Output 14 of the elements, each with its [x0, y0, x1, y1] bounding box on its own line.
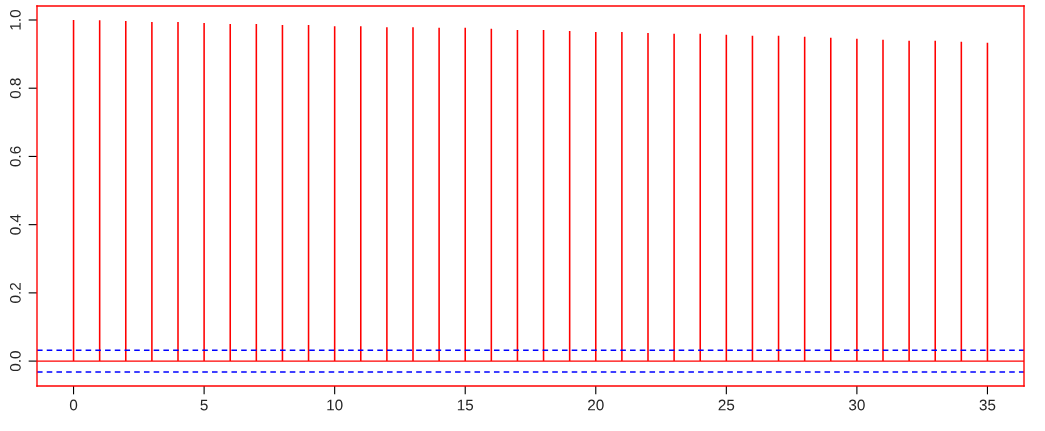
y-tick-label: 0.6	[9, 146, 21, 167]
x-tick-label: 30	[848, 399, 865, 411]
x-tick-label: 25	[718, 399, 735, 411]
x-tick-label: 20	[588, 399, 604, 411]
y-tick-label: 1.0	[9, 9, 21, 30]
x-tick-label: 0	[69, 399, 78, 411]
y-tick-label: 0.0	[9, 351, 21, 372]
x-tick-label: 10	[327, 399, 343, 411]
y-tick-label: 0.4	[9, 214, 21, 235]
x-tick-label: 15	[457, 399, 474, 411]
x-tick-label: 35	[979, 399, 996, 411]
y-tick-label: 0.2	[9, 283, 21, 303]
y-tick-label: 0.8	[9, 78, 21, 99]
x-tick-label: 5	[200, 399, 208, 411]
